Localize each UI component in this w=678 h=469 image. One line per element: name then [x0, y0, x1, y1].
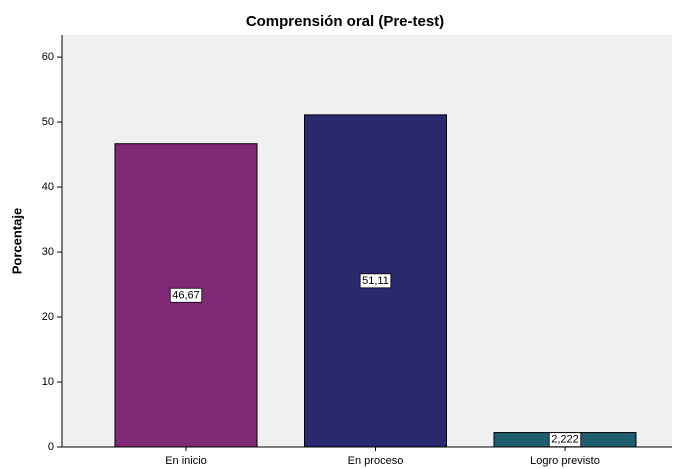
y-tick-label: 10: [42, 376, 54, 388]
y-tick-label: 40: [42, 181, 54, 193]
x-tick-label: En inicio: [165, 455, 207, 467]
value-label: 51,11: [362, 275, 389, 287]
y-axis-label: Porcentaje: [9, 208, 24, 274]
value-label-box: [169, 287, 203, 303]
x-tick-label: En proceso: [348, 455, 404, 467]
value-label: 2,222: [551, 434, 579, 446]
chart-title: Comprensión oral (Pre-test): [246, 13, 444, 30]
value-label: 46,67: [172, 289, 200, 301]
y-tick-label: 0: [48, 441, 54, 453]
x-tick-label: Logro previsto: [530, 455, 600, 467]
value-label-box: [359, 273, 392, 289]
value-label-box: [548, 432, 582, 448]
y-tick-label: 20: [42, 311, 54, 323]
y-tick-label: 30: [42, 246, 54, 258]
y-tick-label: 60: [42, 51, 54, 63]
y-tick-label: 50: [42, 116, 54, 128]
